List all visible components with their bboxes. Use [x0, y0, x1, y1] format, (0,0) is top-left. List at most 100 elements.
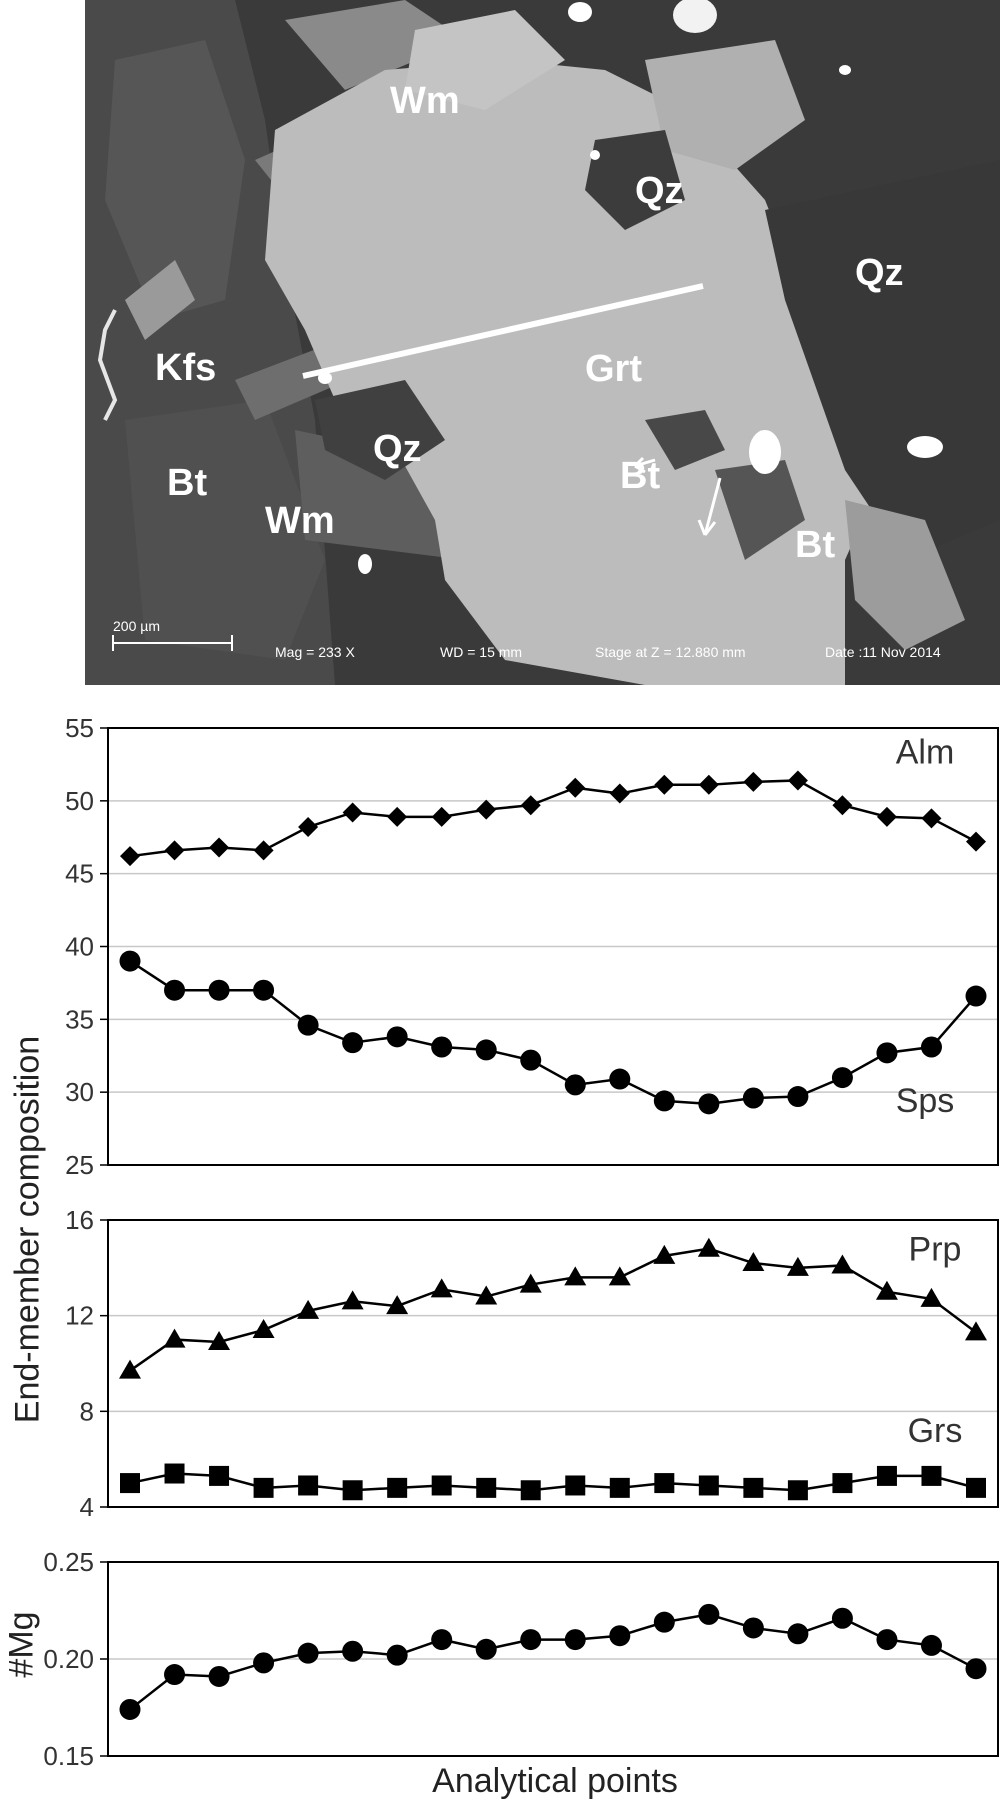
y-tick-label: 0.25	[43, 1547, 94, 1577]
data-point-prp	[475, 1285, 498, 1305]
data-point-mg	[119, 1698, 141, 1720]
data-point-alm	[921, 808, 942, 829]
data-point-sps	[208, 979, 230, 1001]
data-point-mg	[164, 1664, 186, 1686]
data-point-grs	[476, 1477, 497, 1498]
data-point-mg	[520, 1629, 542, 1651]
y-tick-label: 4	[80, 1492, 94, 1522]
data-point-sps	[520, 1049, 542, 1071]
series-line-prp	[129, 1247, 977, 1372]
data-point-grs	[609, 1477, 630, 1498]
data-point-alm	[120, 846, 140, 867]
data-point-grs	[387, 1477, 408, 1498]
plot-frame	[107, 727, 999, 1166]
data-point-sps	[386, 1026, 408, 1048]
data-point-alm	[609, 783, 630, 804]
data-point-grs	[921, 1465, 942, 1486]
y-axis-label-mg: #Mg	[2, 1611, 41, 1678]
data-point-alm	[431, 806, 452, 827]
data-point-alm	[209, 837, 230, 858]
data-point-alm	[698, 774, 719, 795]
data-point-mg	[653, 1611, 675, 1633]
y-tick-label: 8	[80, 1396, 94, 1426]
y-tick-label: 12	[65, 1301, 94, 1331]
data-point-alm	[342, 802, 363, 823]
data-point-prp	[965, 1321, 987, 1341]
data-point-sps	[431, 1036, 453, 1058]
data-point-prp	[163, 1328, 186, 1348]
data-point-mg	[564, 1629, 586, 1651]
data-point-grs	[209, 1465, 230, 1486]
data-point-mg	[253, 1652, 275, 1674]
data-point-mg	[698, 1603, 720, 1625]
data-point-prp	[119, 1359, 141, 1379]
y-tick-label: 25	[65, 1150, 94, 1180]
wd-readout: WD = 15 mm	[440, 644, 523, 660]
data-point-sps	[253, 979, 275, 1001]
profile-line	[302, 283, 704, 379]
data-point-prp	[341, 1290, 364, 1310]
y-tick-label: 40	[65, 932, 94, 962]
data-point-grs	[164, 1463, 185, 1484]
data-point-sps	[164, 979, 186, 1001]
data-point-grs	[698, 1475, 719, 1496]
data-point-alm	[565, 777, 586, 798]
y-tick-label: 30	[65, 1077, 94, 1107]
x-axis-label: Analytical points	[432, 1762, 678, 1800]
series-line-alm	[129, 779, 977, 858]
data-point-sps	[653, 1090, 675, 1112]
y-tick-label: 55	[65, 713, 94, 743]
scale-bar-label: 200 µm	[113, 618, 160, 634]
data-point-grs	[342, 1480, 363, 1501]
data-point-prp	[252, 1319, 275, 1339]
data-point-sps	[564, 1074, 586, 1096]
data-point-prp	[831, 1254, 854, 1274]
mineral-label-wm-2: Wm	[265, 500, 335, 542]
y-tick-label: 35	[65, 1004, 94, 1034]
data-point-mg	[342, 1640, 364, 1662]
data-point-prp	[653, 1244, 676, 1264]
data-point-mg	[475, 1638, 497, 1660]
y-tick-label: 0.20	[43, 1644, 94, 1674]
data-point-grs	[120, 1473, 140, 1494]
data-point-prp	[564, 1266, 587, 1286]
series-label-sps: Sps	[896, 1082, 955, 1120]
y-tick-label: 50	[65, 786, 94, 816]
bse-micrograph: Wm Qz Qz Kfs Grt Qz Bt Bt Wm Bt 200 µm M…	[85, 0, 1000, 685]
data-point-alm	[298, 817, 319, 838]
data-point-sps	[119, 950, 141, 972]
mineral-label-bt-1: Bt	[167, 462, 208, 504]
data-point-sps	[742, 1087, 764, 1109]
stage-readout: Stage at Z = 12.880 mm	[595, 644, 746, 660]
data-point-sps	[342, 1032, 364, 1054]
chart-panel-2: 4 8 12 16 Prp Grs	[65, 1205, 999, 1522]
data-point-grs	[253, 1477, 274, 1498]
data-point-alm	[787, 770, 808, 791]
data-point-sps	[787, 1086, 809, 1108]
data-point-grs	[743, 1477, 764, 1498]
mag-readout: Mag = 233 X	[275, 644, 355, 660]
data-point-grs	[832, 1473, 853, 1494]
plot-frame	[107, 1219, 999, 1508]
data-point-prp	[430, 1278, 453, 1298]
data-point-prp	[386, 1295, 409, 1315]
data-point-alm	[387, 806, 408, 827]
data-point-grs	[565, 1475, 586, 1496]
data-point-prp	[697, 1237, 720, 1257]
y-axis-label-composition: End-member composition	[8, 1035, 47, 1424]
data-point-sps	[831, 1067, 853, 1089]
data-point-mg	[831, 1607, 853, 1629]
data-point-sps	[965, 985, 987, 1007]
data-point-prp	[297, 1299, 320, 1319]
y-tick-label: 16	[65, 1205, 94, 1235]
data-point-mg	[787, 1623, 809, 1645]
data-point-prp	[608, 1266, 631, 1286]
mineral-label-qz-1: Qz	[635, 170, 684, 212]
data-point-sps	[920, 1036, 942, 1058]
data-point-sps	[876, 1042, 898, 1064]
mineral-label-qz-3: Qz	[373, 428, 422, 470]
data-point-mg	[431, 1629, 453, 1651]
data-point-grs	[654, 1473, 675, 1494]
data-point-mg	[920, 1634, 942, 1656]
chart-panel-1: 25 30 35 40 45 50 55 Alm Sps	[65, 713, 999, 1180]
